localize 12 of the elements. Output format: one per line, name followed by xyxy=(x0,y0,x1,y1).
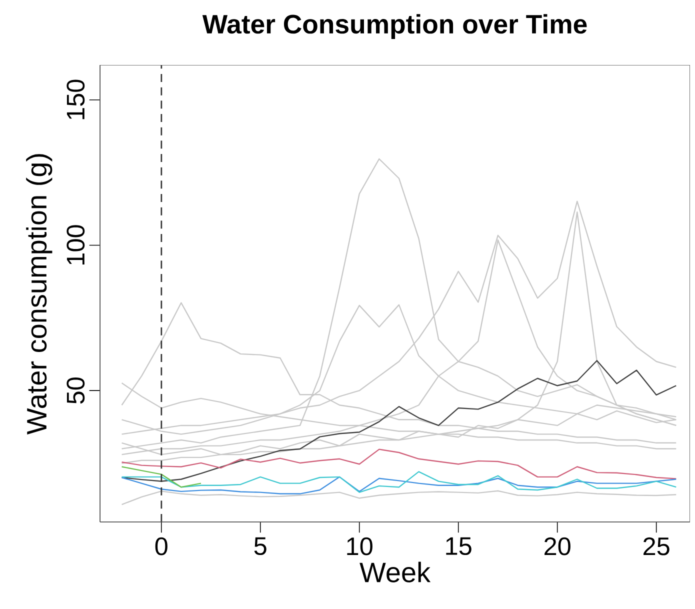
x-axis-title: Week xyxy=(360,562,431,582)
x-tick-label: 10 xyxy=(347,537,372,556)
y-tick-label: 150 xyxy=(66,80,85,120)
x-tick-label: 5 xyxy=(254,537,266,556)
y-axis-title: Water consumption (g) xyxy=(26,154,52,434)
x-tick-label: 15 xyxy=(446,537,472,556)
chart-title: Water Consumption over Time xyxy=(202,14,587,39)
x-tick-label: 20 xyxy=(544,537,570,556)
y-tick-label: 100 xyxy=(66,225,85,264)
y-tick-label: 50 xyxy=(66,377,85,404)
x-tick-label: 0 xyxy=(155,537,168,556)
x-tick-label: 25 xyxy=(644,537,670,556)
